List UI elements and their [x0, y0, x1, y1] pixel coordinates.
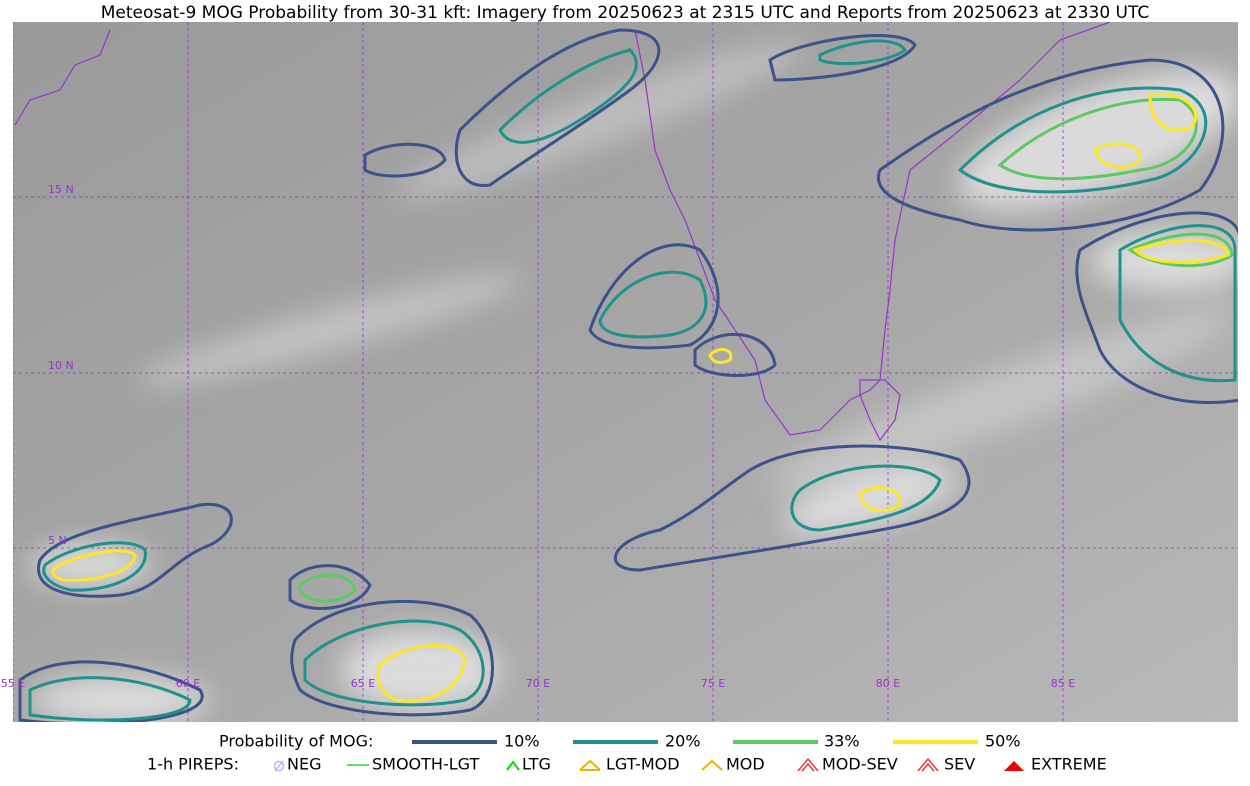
legend-item: LGT-MOD [606, 755, 680, 774]
pirep-icon [274, 760, 284, 772]
legend-item: LTG [522, 755, 551, 774]
pirep-icon [701, 759, 723, 771]
legend-item: 20% [665, 732, 701, 751]
lon-label: 80 E [876, 677, 900, 690]
lat-label: 10 N [48, 359, 74, 372]
lon-label: 65 E [351, 677, 375, 690]
lon-label: 60 E [176, 677, 200, 690]
contours [18, 28, 1238, 722]
pirep-icon [921, 762, 935, 772]
legend-title: 1-h PIREPS: [147, 755, 239, 774]
map [13, 22, 1238, 722]
lon-label: 75 E [701, 677, 725, 690]
pirep-icon [273, 760, 285, 772]
pirep-icon [579, 759, 601, 771]
legend-item: MOD [726, 755, 765, 774]
lon-label: 55 E [1, 677, 25, 690]
legend-item: 33% [824, 732, 860, 751]
lon-label: 70 E [526, 677, 550, 690]
lat-label: 15 N [48, 183, 74, 196]
pirep-icon [797, 757, 819, 772]
legend-item: 50% [985, 732, 1021, 751]
pirep-icon [506, 760, 520, 771]
title: Meteosat-9 MOG Probability from 30-31 kf… [101, 3, 1150, 23]
legend-item: SEV [944, 755, 975, 774]
clouds [30, 41, 1238, 722]
pirep-icon [917, 757, 939, 772]
legend-item: SMOOTH-LGT [372, 755, 479, 774]
lon-label: 85 E [1051, 677, 1075, 690]
pirep-icon [1004, 761, 1024, 771]
legend-title: Probability of MOG: [219, 732, 373, 751]
legend-item: NEG [287, 755, 321, 774]
lat-label: 5 N [48, 534, 67, 547]
map-labels: 15 N 10 N 5 N 55 E 60 E 65 E 70 E 75 E 8… [1, 183, 1075, 690]
legend: Probability of MOG: 10% 20% 33% 50% 1-h … [147, 732, 1107, 774]
legend-item: 10% [504, 732, 540, 751]
legend-item: EXTREME [1031, 755, 1107, 774]
legend-item: MOD-SEV [822, 755, 898, 774]
coastlines [14, 22, 1111, 442]
pirep-icon [801, 762, 815, 772]
